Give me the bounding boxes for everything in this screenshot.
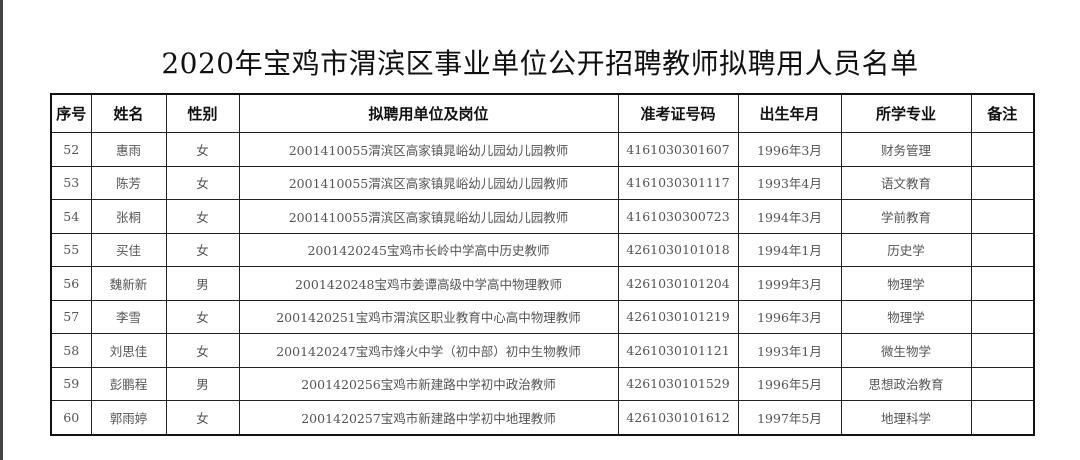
- header-exam-number: 准考证号码: [617, 93, 739, 133]
- cell-major: 地理科学: [840, 400, 972, 435]
- header-name: 姓名: [90, 93, 167, 133]
- cell-unit-position: 2001420257宝鸡市新建路中学初中地理教师: [238, 400, 619, 435]
- cell-exam-number: 4261030101121: [617, 333, 739, 368]
- table-row: 52 惠雨女 2001410055渭滨区高家镇晁峪幼儿园幼儿园教师 416103030…: [50, 132, 1035, 167]
- cell-birth-month: 1999年3月: [737, 266, 842, 301]
- cell-exam-number: 4261030101219: [617, 299, 739, 334]
- cell-remarks: [970, 333, 1035, 368]
- cell-name: 魏新新: [90, 266, 167, 301]
- cell-name: 惠雨: [90, 132, 167, 167]
- cell-index: 52: [50, 132, 92, 167]
- cell-exam-number: 4161030300723: [617, 199, 739, 234]
- cell-gender: 女: [165, 199, 240, 234]
- cell-birth-month: 1993年1月: [737, 333, 842, 368]
- cell-remarks: [970, 165, 1035, 200]
- cell-unit-position: 2001420248宝鸡市姜谭高级中学高中物理教师: [238, 266, 619, 301]
- cell-gender: 女: [165, 299, 240, 334]
- cell-major: 财务管理: [840, 132, 972, 167]
- cell-gender: 女: [165, 132, 240, 167]
- header-index: 序号: [50, 93, 92, 133]
- cell-remarks: [970, 266, 1035, 301]
- cell-remarks: [970, 366, 1035, 401]
- cell-index: 54: [50, 199, 92, 234]
- cell-name: 刘思佳: [90, 333, 167, 368]
- cell-name: 张桐: [90, 199, 167, 234]
- cell-index: 57: [50, 299, 92, 334]
- cell-unit-position: 2001420245宝鸡市长岭中学高中历史教师: [238, 232, 619, 267]
- header-remarks: 备注: [970, 93, 1035, 133]
- cell-unit-position: 2001420251宝鸡市渭滨区职业教育中心高中物理教师: [238, 299, 619, 334]
- hiring-list-table: 序号 姓名 性别 拟聘用单位及岗位 准考证号码 出生年月 所学专业 备注 52 惠雨女 20014…: [50, 93, 1035, 436]
- cell-major: 物理学: [840, 266, 972, 301]
- cell-index: 60: [50, 400, 92, 435]
- cell-gender: 男: [165, 266, 240, 301]
- cell-birth-month: 1996年5月: [737, 366, 842, 401]
- cell-major: 物理学: [840, 299, 972, 334]
- cell-index: 59: [50, 366, 92, 401]
- cell-unit-position: 2001410055渭滨区高家镇晁峪幼儿园幼儿园教师: [238, 132, 619, 167]
- cell-gender: 女: [165, 165, 240, 200]
- cell-exam-number: 4161030301117: [617, 165, 739, 200]
- cell-birth-month: 1994年3月: [737, 199, 842, 234]
- cell-gender: 女: [165, 232, 240, 267]
- cell-exam-number: 4261030101612: [617, 400, 739, 435]
- cell-unit-position: 2001410055渭滨区高家镇晁峪幼儿园幼儿园教师: [238, 199, 619, 234]
- cell-remarks: [970, 299, 1035, 334]
- cell-remarks: [970, 232, 1035, 267]
- cell-birth-month: 1997年5月: [737, 400, 842, 435]
- cell-major: 思想政治教育: [840, 366, 972, 401]
- table-row: 58 刘思佳女 2001420247宝鸡市烽火中学（初中部）初中生物教师 426103…: [50, 333, 1035, 368]
- header-birth-month: 出生年月: [737, 93, 842, 133]
- header-major: 所学专业: [840, 93, 972, 133]
- cell-index: 58: [50, 333, 92, 368]
- table-row: 55 买佳女 2001420245宝鸡市长岭中学高中历史教师 426103010101…: [50, 232, 1035, 267]
- cell-remarks: [970, 199, 1035, 234]
- cell-name: 李雪: [90, 299, 167, 334]
- cell-name: 郭雨婷: [90, 400, 167, 435]
- cell-major: 语文教育: [840, 165, 972, 200]
- cell-index: 55: [50, 232, 92, 267]
- cell-major: 微生物学: [840, 333, 972, 368]
- cell-birth-month: 1993年4月: [737, 165, 842, 200]
- table-row: 53 陈芳女 2001410055渭滨区高家镇晁峪幼儿园幼儿园教师 416103030…: [50, 165, 1035, 200]
- cell-gender: 男: [165, 366, 240, 401]
- document-title: 2020年宝鸡市渭滨区事业单位公开招聘教师拟聘用人员名单: [161, 47, 919, 80]
- cell-name: 彭鹏程: [90, 366, 167, 401]
- cell-unit-position: 2001420247宝鸡市烽火中学（初中部）初中生物教师: [238, 333, 619, 368]
- table-row: 57 李雪女 2001420251宝鸡市渭滨区职业教育中心高中物理教师 4261030…: [50, 299, 1035, 334]
- cell-gender: 女: [165, 333, 240, 368]
- cell-name: 买佳: [90, 232, 167, 267]
- table-row: 56 魏新新男 2001420248宝鸡市姜谭高级中学高中物理教师 426103010…: [50, 266, 1035, 301]
- cell-exam-number: 4261030101529: [617, 366, 739, 401]
- header-gender: 性别: [165, 93, 240, 133]
- cell-index: 56: [50, 266, 92, 301]
- table-row: 59 彭鹏程男 2001420256宝鸡市新建路中学初中政治教师 4261030101…: [50, 366, 1035, 401]
- cell-exam-number: 4261030101018: [617, 232, 739, 267]
- cell-name: 陈芳: [90, 165, 167, 200]
- header-unit-position: 拟聘用单位及岗位: [238, 93, 619, 133]
- page-edge: [0, 0, 3, 460]
- table-row: 60 郭雨婷女 2001420257宝鸡市新建路中学初中地理教师 4261030101…: [50, 400, 1035, 435]
- cell-unit-position: 2001420256宝鸡市新建路中学初中政治教师: [238, 366, 619, 401]
- cell-birth-month: 1994年1月: [737, 232, 842, 267]
- cell-remarks: [970, 400, 1035, 435]
- header-row: 序号 姓名 性别 拟聘用单位及岗位 准考证号码 出生年月 所学专业 备注: [50, 93, 1035, 133]
- table-row: 54 张桐女 2001410055渭滨区高家镇晁峪幼儿园幼儿园教师 416103030…: [50, 199, 1035, 234]
- cell-exam-number: 4161030301607: [617, 132, 739, 167]
- cell-birth-month: 1996年3月: [737, 299, 842, 334]
- cell-major: 历史学: [840, 232, 972, 267]
- cell-gender: 女: [165, 400, 240, 435]
- cell-birth-month: 1996年3月: [737, 132, 842, 167]
- cell-index: 53: [50, 165, 92, 200]
- cell-unit-position: 2001410055渭滨区高家镇晁峪幼儿园幼儿园教师: [238, 165, 619, 200]
- cell-remarks: [970, 132, 1035, 167]
- cell-major: 学前教育: [840, 199, 972, 234]
- cell-exam-number: 4261030101204: [617, 266, 739, 301]
